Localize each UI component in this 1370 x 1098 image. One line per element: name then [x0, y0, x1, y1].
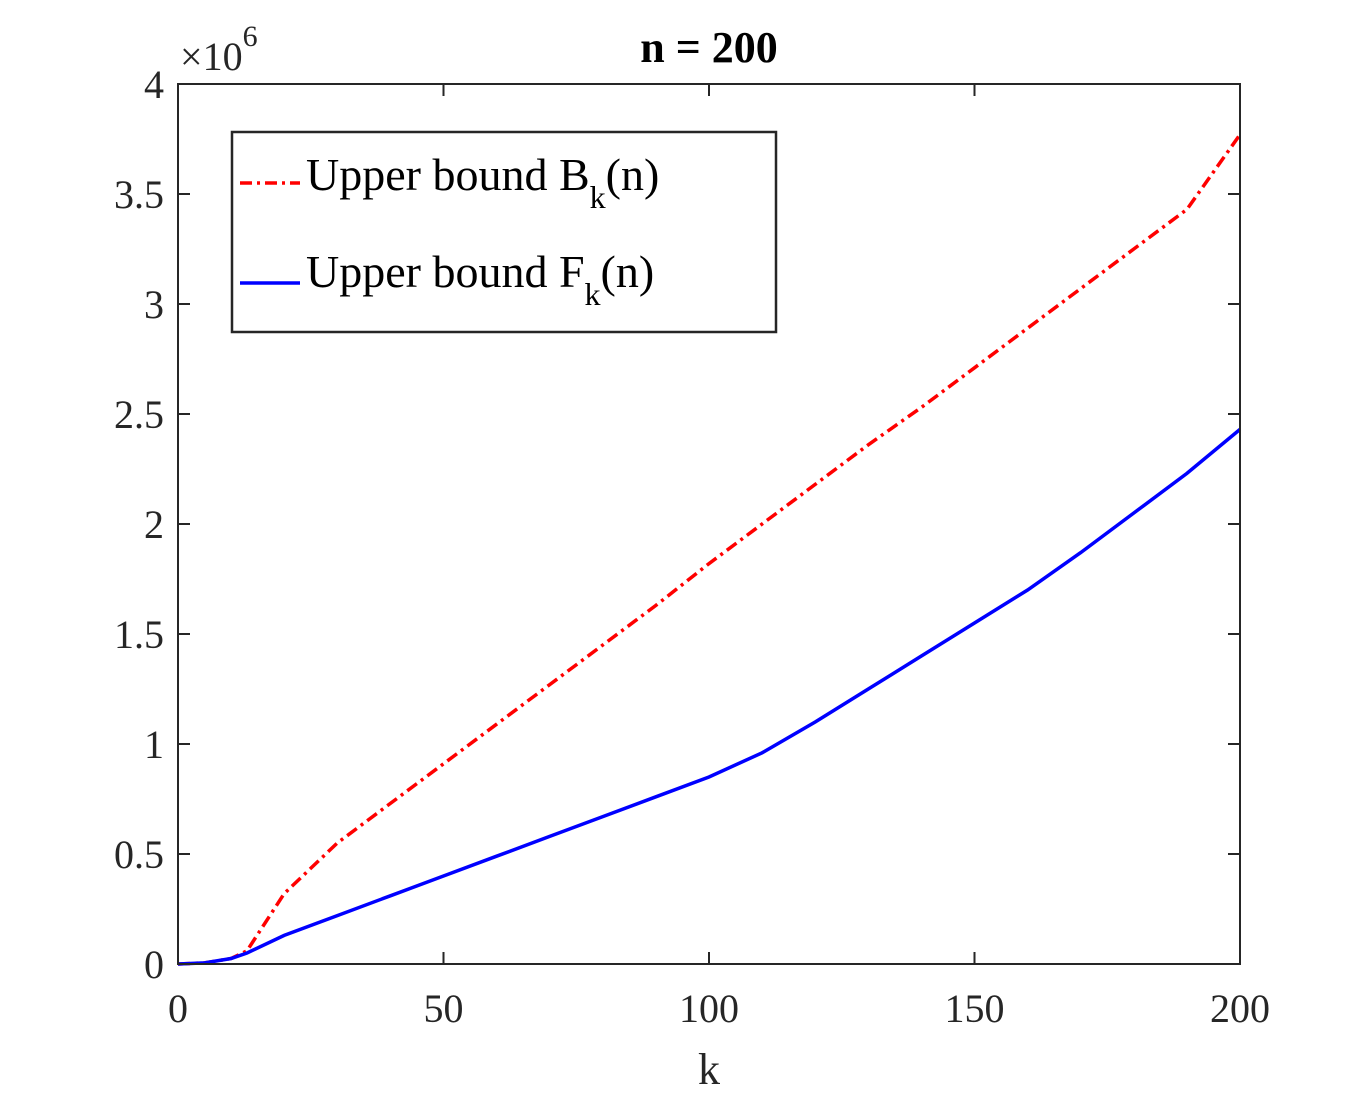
legend-entry-f: Upper bound Fk(n) — [306, 246, 654, 312]
series-line-b — [177, 133, 1242, 966]
y-tick-label: 2 — [144, 502, 164, 547]
legend: Upper bound Bk(n) Upper bound Fk(n) — [230, 130, 778, 334]
x-tick-label: 100 — [679, 986, 739, 1031]
y-tick-label: 3.5 — [114, 172, 164, 217]
svg-text:×106: ×106 — [180, 20, 258, 79]
y-tick-label: 2.5 — [114, 392, 164, 437]
x-tick-label: 0 — [168, 986, 188, 1031]
legend-entry-b: Upper bound Bk(n) — [306, 149, 659, 215]
x-tick-label: 200 — [1210, 986, 1270, 1031]
legend-box — [230, 130, 778, 334]
plot-lines — [177, 133, 1242, 966]
series-line-f — [177, 428, 1242, 966]
y-exponent-label: ×106 — [180, 20, 258, 79]
exponent-base: 10 — [203, 34, 243, 79]
y-tick-label: 4 — [144, 62, 164, 107]
chart-title: n = 200 — [640, 23, 778, 72]
y-tick-label: 1 — [144, 722, 164, 767]
times-symbol: × — [180, 34, 203, 79]
y-tick-label: 0.5 — [114, 832, 164, 877]
y-tick-label: 0 — [144, 942, 164, 987]
y-tick-label: 3 — [144, 282, 164, 327]
x-axis-label: k — [698, 1045, 720, 1094]
x-tick-label: 50 — [424, 986, 464, 1031]
x-axis-ticks: 0 50 100 150 200 — [168, 84, 1270, 1031]
x-tick-label: 150 — [945, 986, 1005, 1031]
y-axis-ticks: 0 0.5 1 1.5 2 2.5 3 3.5 4 — [114, 62, 1240, 987]
y-tick-label: 1.5 — [114, 612, 164, 657]
exponent-power: 6 — [243, 20, 258, 53]
